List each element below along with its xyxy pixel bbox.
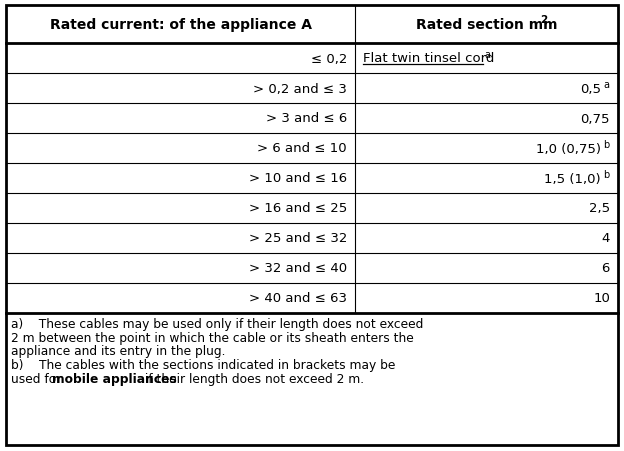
Text: 4: 4 [602, 232, 610, 245]
Text: > 25 and ≤ 32: > 25 and ≤ 32 [248, 232, 347, 245]
Text: if their length does not exceed 2 m.: if their length does not exceed 2 m. [142, 372, 364, 385]
Text: b)    The cables with the sections indicated in brackets may be: b) The cables with the sections indicate… [11, 358, 396, 371]
Text: 0,75: 0,75 [580, 112, 610, 125]
Text: 2: 2 [540, 15, 548, 25]
Text: 0,5: 0,5 [580, 83, 601, 95]
Text: > 16 and ≤ 25: > 16 and ≤ 25 [249, 202, 347, 215]
Text: Flat twin tinsel cord: Flat twin tinsel cord [363, 52, 494, 65]
Text: > 32 and ≤ 40: > 32 and ≤ 40 [249, 262, 347, 275]
Text: b: b [603, 170, 609, 179]
Text: b: b [603, 140, 609, 150]
Text: 1,5 (1,0): 1,5 (1,0) [544, 172, 601, 185]
Text: a: a [485, 50, 490, 60]
Text: Rated section mm: Rated section mm [416, 18, 557, 32]
Text: 2 m between the point in which the cable or its sheath enters the: 2 m between the point in which the cable… [11, 331, 414, 344]
Text: ≤ 0,2: ≤ 0,2 [311, 52, 347, 65]
Text: 6: 6 [602, 262, 610, 275]
Text: mobile appliances: mobile appliances [52, 372, 177, 385]
Text: used for: used for [11, 372, 66, 385]
Text: appliance and its entry in the plug.: appliance and its entry in the plug. [11, 345, 225, 358]
Text: > 40 and ≤ 63: > 40 and ≤ 63 [249, 292, 347, 305]
Text: 10: 10 [593, 292, 610, 305]
Text: Rated current: of the appliance A: Rated current: of the appliance A [49, 18, 311, 32]
Text: > 10 and ≤ 16: > 10 and ≤ 16 [249, 172, 347, 185]
Text: > 6 and ≤ 10: > 6 and ≤ 10 [257, 142, 347, 155]
Text: 2,5: 2,5 [589, 202, 610, 215]
Text: > 3 and ≤ 6: > 3 and ≤ 6 [266, 112, 347, 125]
Text: 1,0 (0,75): 1,0 (0,75) [536, 142, 601, 155]
Text: > 0,2 and ≤ 3: > 0,2 and ≤ 3 [253, 83, 347, 95]
Text: a: a [603, 80, 609, 90]
Text: a)    These cables may be used only if their length does not exceed: a) These cables may be used only if thei… [11, 318, 423, 330]
